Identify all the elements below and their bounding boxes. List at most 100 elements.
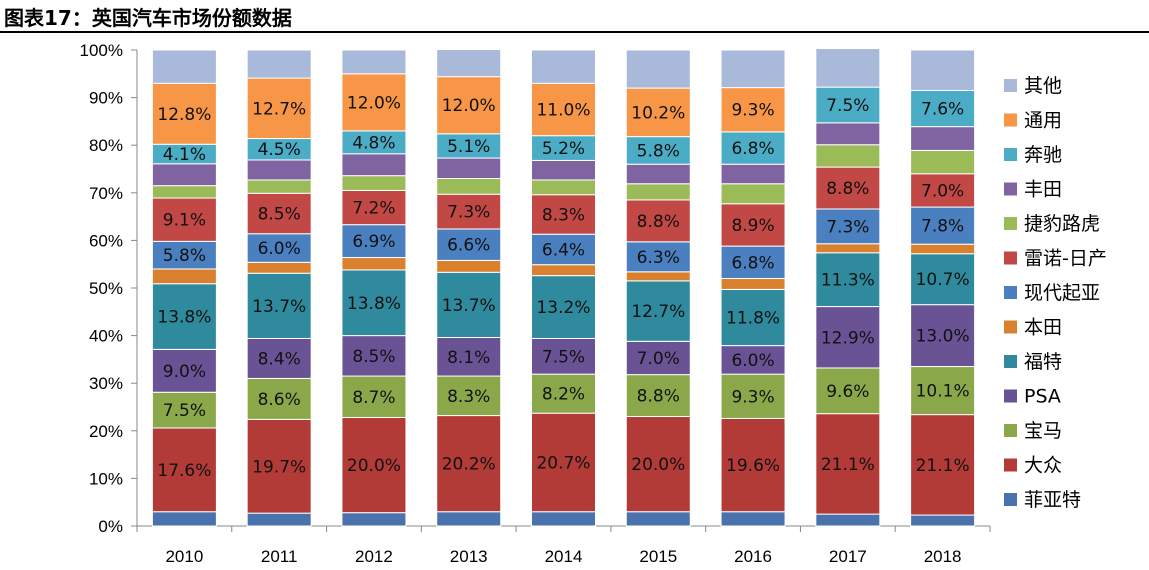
bar-segment [625, 511, 691, 527]
legend-label: 其他 [1024, 75, 1062, 97]
y-tick-label: 20% [89, 422, 123, 441]
legend-swatch [1004, 355, 1017, 368]
bar-segment [815, 48, 881, 88]
bar-segment [910, 49, 976, 91]
legend-swatch [1004, 424, 1017, 437]
data-label: 8.9% [731, 216, 774, 236]
bar-segment [151, 283, 217, 350]
data-label: 12.9% [821, 328, 875, 348]
bar-segment [341, 375, 407, 418]
data-label: 5.2% [542, 139, 585, 159]
data-label: 8.5% [352, 347, 395, 367]
data-label: 9.3% [731, 101, 774, 121]
bar-segment [815, 252, 881, 308]
legend-swatch [1004, 217, 1017, 230]
data-label: 9.6% [826, 382, 869, 402]
bar-segment [151, 49, 217, 84]
data-label: 9.0% [163, 362, 206, 382]
bar-segment [436, 511, 502, 527]
data-label: 13.7% [252, 297, 306, 317]
bar-segment [341, 49, 407, 75]
legend-label: 通用 [1024, 110, 1062, 132]
bar-segment [910, 206, 976, 245]
legend-swatch [1004, 286, 1017, 299]
data-label: 13.8% [347, 294, 401, 314]
bar-segment [436, 193, 502, 230]
bar-segment [531, 179, 596, 196]
bar-segment [720, 288, 786, 347]
data-label: 5.8% [637, 141, 680, 161]
data-label: 13.2% [536, 298, 590, 318]
bar-segment [625, 49, 691, 89]
bar-segment [625, 271, 691, 282]
bar-segment [625, 163, 691, 185]
bar-segment [246, 377, 312, 420]
data-label: 17.6% [157, 461, 211, 481]
data-label: 8.3% [542, 205, 585, 225]
bar-segment [151, 511, 217, 527]
bar-segment [531, 337, 596, 375]
bar-segment [720, 345, 786, 375]
bar-segment [531, 373, 596, 414]
bar-segment [436, 271, 502, 339]
data-label: 21.1% [821, 455, 875, 475]
data-label: 8.8% [637, 212, 680, 232]
data-label: 10.7% [916, 270, 970, 290]
bar-segment [910, 253, 976, 306]
data-label: 6.4% [542, 240, 585, 260]
bar-segment [151, 427, 217, 513]
data-label: 6.8% [731, 139, 774, 159]
bar-segment [910, 149, 976, 175]
bar-segment [531, 159, 596, 181]
bar-segment [436, 76, 502, 135]
bar-segment [720, 203, 786, 247]
data-label: 5.1% [447, 137, 490, 157]
bar-segment [151, 82, 217, 145]
x-tick-label: 2011 [261, 547, 298, 566]
data-label: 12.7% [252, 99, 306, 119]
bar-segment [531, 233, 596, 266]
x-tick-label: 2017 [829, 547, 867, 566]
legend-label: 丰田 [1024, 179, 1062, 201]
bar-segment [151, 268, 217, 285]
bar-segment [341, 416, 407, 514]
legend-swatch [1004, 458, 1017, 472]
legend-swatch [1004, 389, 1017, 403]
data-label: 8.2% [542, 385, 585, 405]
y-tick-label: 80% [89, 136, 123, 155]
legend-label: 本田 [1024, 317, 1062, 339]
data-label: 5.8% [163, 246, 206, 266]
x-tick-label: 2016 [734, 547, 772, 566]
y-tick-label: 50% [89, 279, 123, 298]
bar-segment [246, 418, 312, 514]
legend-label: 大众 [1024, 455, 1062, 477]
data-label: 7.5% [542, 347, 585, 367]
x-tick-label: 2018 [924, 547, 962, 566]
bar-segment [436, 157, 502, 180]
legend-label: 菲亚特 [1024, 489, 1081, 511]
data-label: 4.1% [163, 145, 206, 165]
data-label: 11.0% [536, 101, 590, 121]
bar-segment [341, 512, 407, 527]
data-label: 20.0% [347, 456, 401, 476]
bar-segment [341, 335, 407, 377]
bar-segment [531, 264, 596, 277]
x-tick-label: 2015 [639, 547, 677, 566]
data-label: 8.6% [258, 390, 301, 410]
data-label: 13.8% [157, 308, 211, 328]
y-tick-label: 60% [89, 231, 123, 250]
data-label: 21.1% [916, 456, 970, 476]
bar-segment [625, 374, 691, 418]
bar-segment [151, 197, 217, 242]
chart-bars: 17.6% 19.7% 20.0% 20.2% 20.7% 20.0% 19.6% 21.1%… [151, 48, 976, 527]
data-label: 6.0% [258, 239, 301, 259]
bar-segment [151, 348, 217, 393]
legend-swatch [1004, 251, 1017, 265]
bar-segment [815, 306, 881, 369]
bar-segment [531, 49, 596, 84]
data-label: 8.3% [447, 387, 490, 407]
bar-segment [815, 122, 881, 146]
legend-swatch [1004, 493, 1017, 506]
